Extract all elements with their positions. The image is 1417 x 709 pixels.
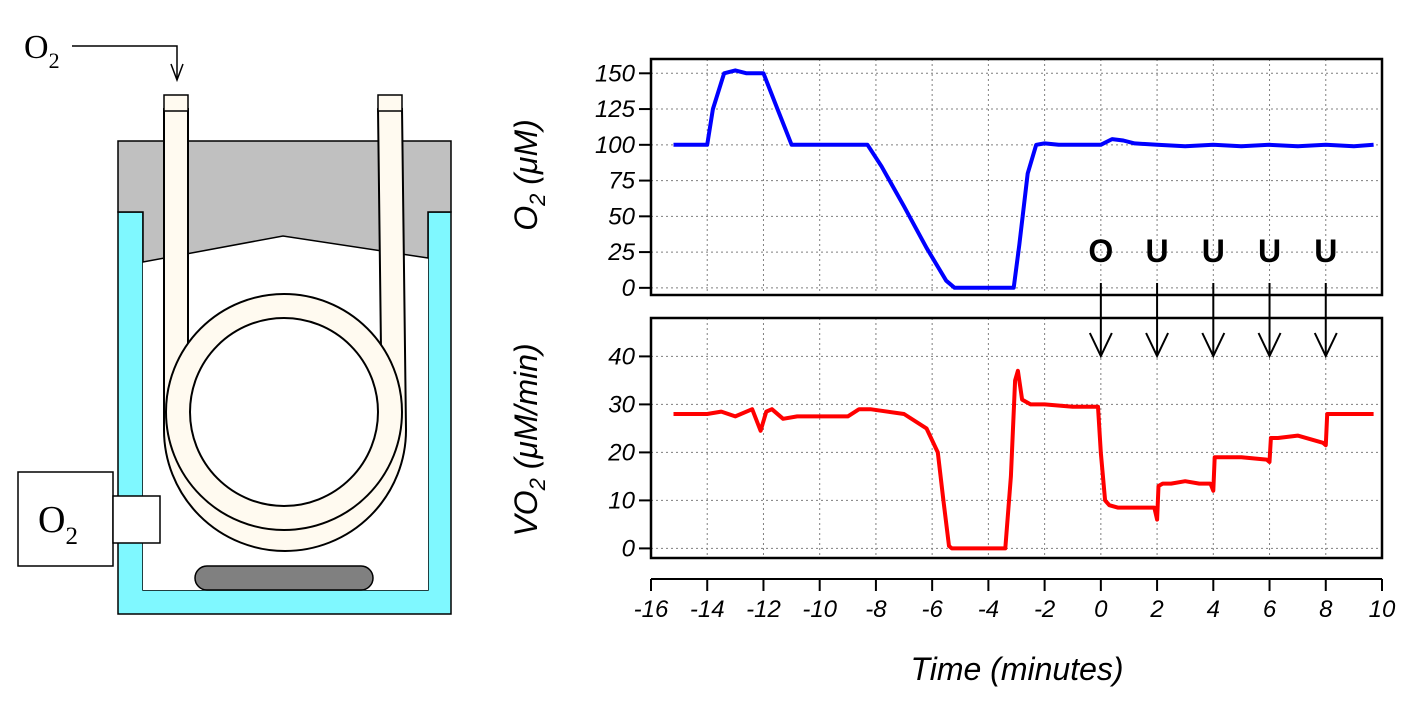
x-axis-label: Time (minutes) — [910, 651, 1123, 687]
y-tick-label: 30 — [608, 391, 635, 418]
x-tick-label: 0 — [1094, 596, 1108, 623]
y-tick-label: 100 — [595, 132, 636, 159]
marker-label: U — [1202, 233, 1225, 269]
marker-arrowhead — [1145, 332, 1169, 359]
o2-y-ticks: 0 25 50 75 100 125 150 — [595, 60, 651, 302]
marker-label: U — [1314, 233, 1337, 269]
inlet-arrow — [72, 45, 178, 78]
tube-right-end — [377, 94, 403, 112]
x-tick-label: -14 — [690, 596, 725, 623]
o2-series-line — [673, 68, 1374, 290]
x-tick-label: 8 — [1319, 596, 1333, 623]
y-tick-label: 150 — [595, 60, 636, 87]
x-tick-label: -4 — [978, 596, 999, 623]
o2-electrode-box — [17, 471, 114, 567]
vo2-plot-frame — [649, 316, 1384, 560]
marker-label: O — [1088, 233, 1113, 269]
y-tick-label: 20 — [607, 439, 635, 466]
o2-electrode-label: O2 — [38, 499, 78, 550]
time-x-axis: -16 -14 -12 -10 -8 -6 -4 -2 0 2 4 6 8 10 — [634, 578, 1396, 623]
x-tick-label: 4 — [1207, 596, 1220, 623]
x-tick-label: 10 — [1369, 596, 1396, 623]
y-tick-label: 10 — [608, 487, 635, 514]
marker-arrowhead — [1313, 332, 1338, 359]
o2-chart-grid — [651, 59, 1382, 295]
x-tick-label: -12 — [746, 596, 781, 623]
vo2-y-ticks: 0 10 20 30 40 — [607, 343, 651, 562]
marker-arrowhead — [1201, 332, 1226, 359]
x-tick-label: -2 — [1034, 596, 1055, 623]
marker-label: U — [1146, 233, 1169, 269]
tubing-coil-inner — [167, 295, 401, 529]
y-tick-label: 50 — [608, 203, 635, 230]
x-tick-label: -16 — [634, 596, 669, 623]
marker-arrowhead — [1088, 332, 1113, 359]
vo2-y-axis-label: VO2 (μM/min) — [508, 343, 550, 536]
chamber-lid — [117, 140, 452, 263]
y-tick-label: 40 — [608, 343, 635, 370]
tube-left-end — [163, 94, 189, 112]
x-tick-label: 6 — [1263, 596, 1277, 623]
x-tick-label: -6 — [921, 596, 943, 623]
o2-electrode-probe — [112, 495, 161, 544]
marker-label: U — [1258, 233, 1281, 269]
apparatus-diagram: O2 O2 — [17, 29, 452, 615]
o2-plot-frame — [649, 57, 1384, 297]
y-tick-label: 0 — [622, 275, 636, 302]
x-tick-label: 2 — [1149, 596, 1163, 623]
o2-y-axis-label: O2 (μM) — [508, 119, 550, 231]
y-tick-label: 25 — [607, 239, 635, 266]
y-tick-label: 75 — [608, 168, 635, 195]
inlet-arrowhead — [170, 63, 184, 83]
stir-bar — [194, 565, 374, 591]
y-tick-label: 125 — [595, 96, 636, 123]
marker-arrows — [1088, 283, 1338, 359]
y-tick-label: 0 — [622, 535, 636, 562]
x-tick-label: -10 — [802, 596, 837, 623]
marker-arrowhead — [1257, 332, 1282, 359]
x-tick-label: -8 — [865, 596, 887, 623]
vo2-series-line — [673, 368, 1374, 551]
inlet-label: O2 — [24, 29, 60, 73]
vo2-chart-grid — [651, 318, 1382, 558]
